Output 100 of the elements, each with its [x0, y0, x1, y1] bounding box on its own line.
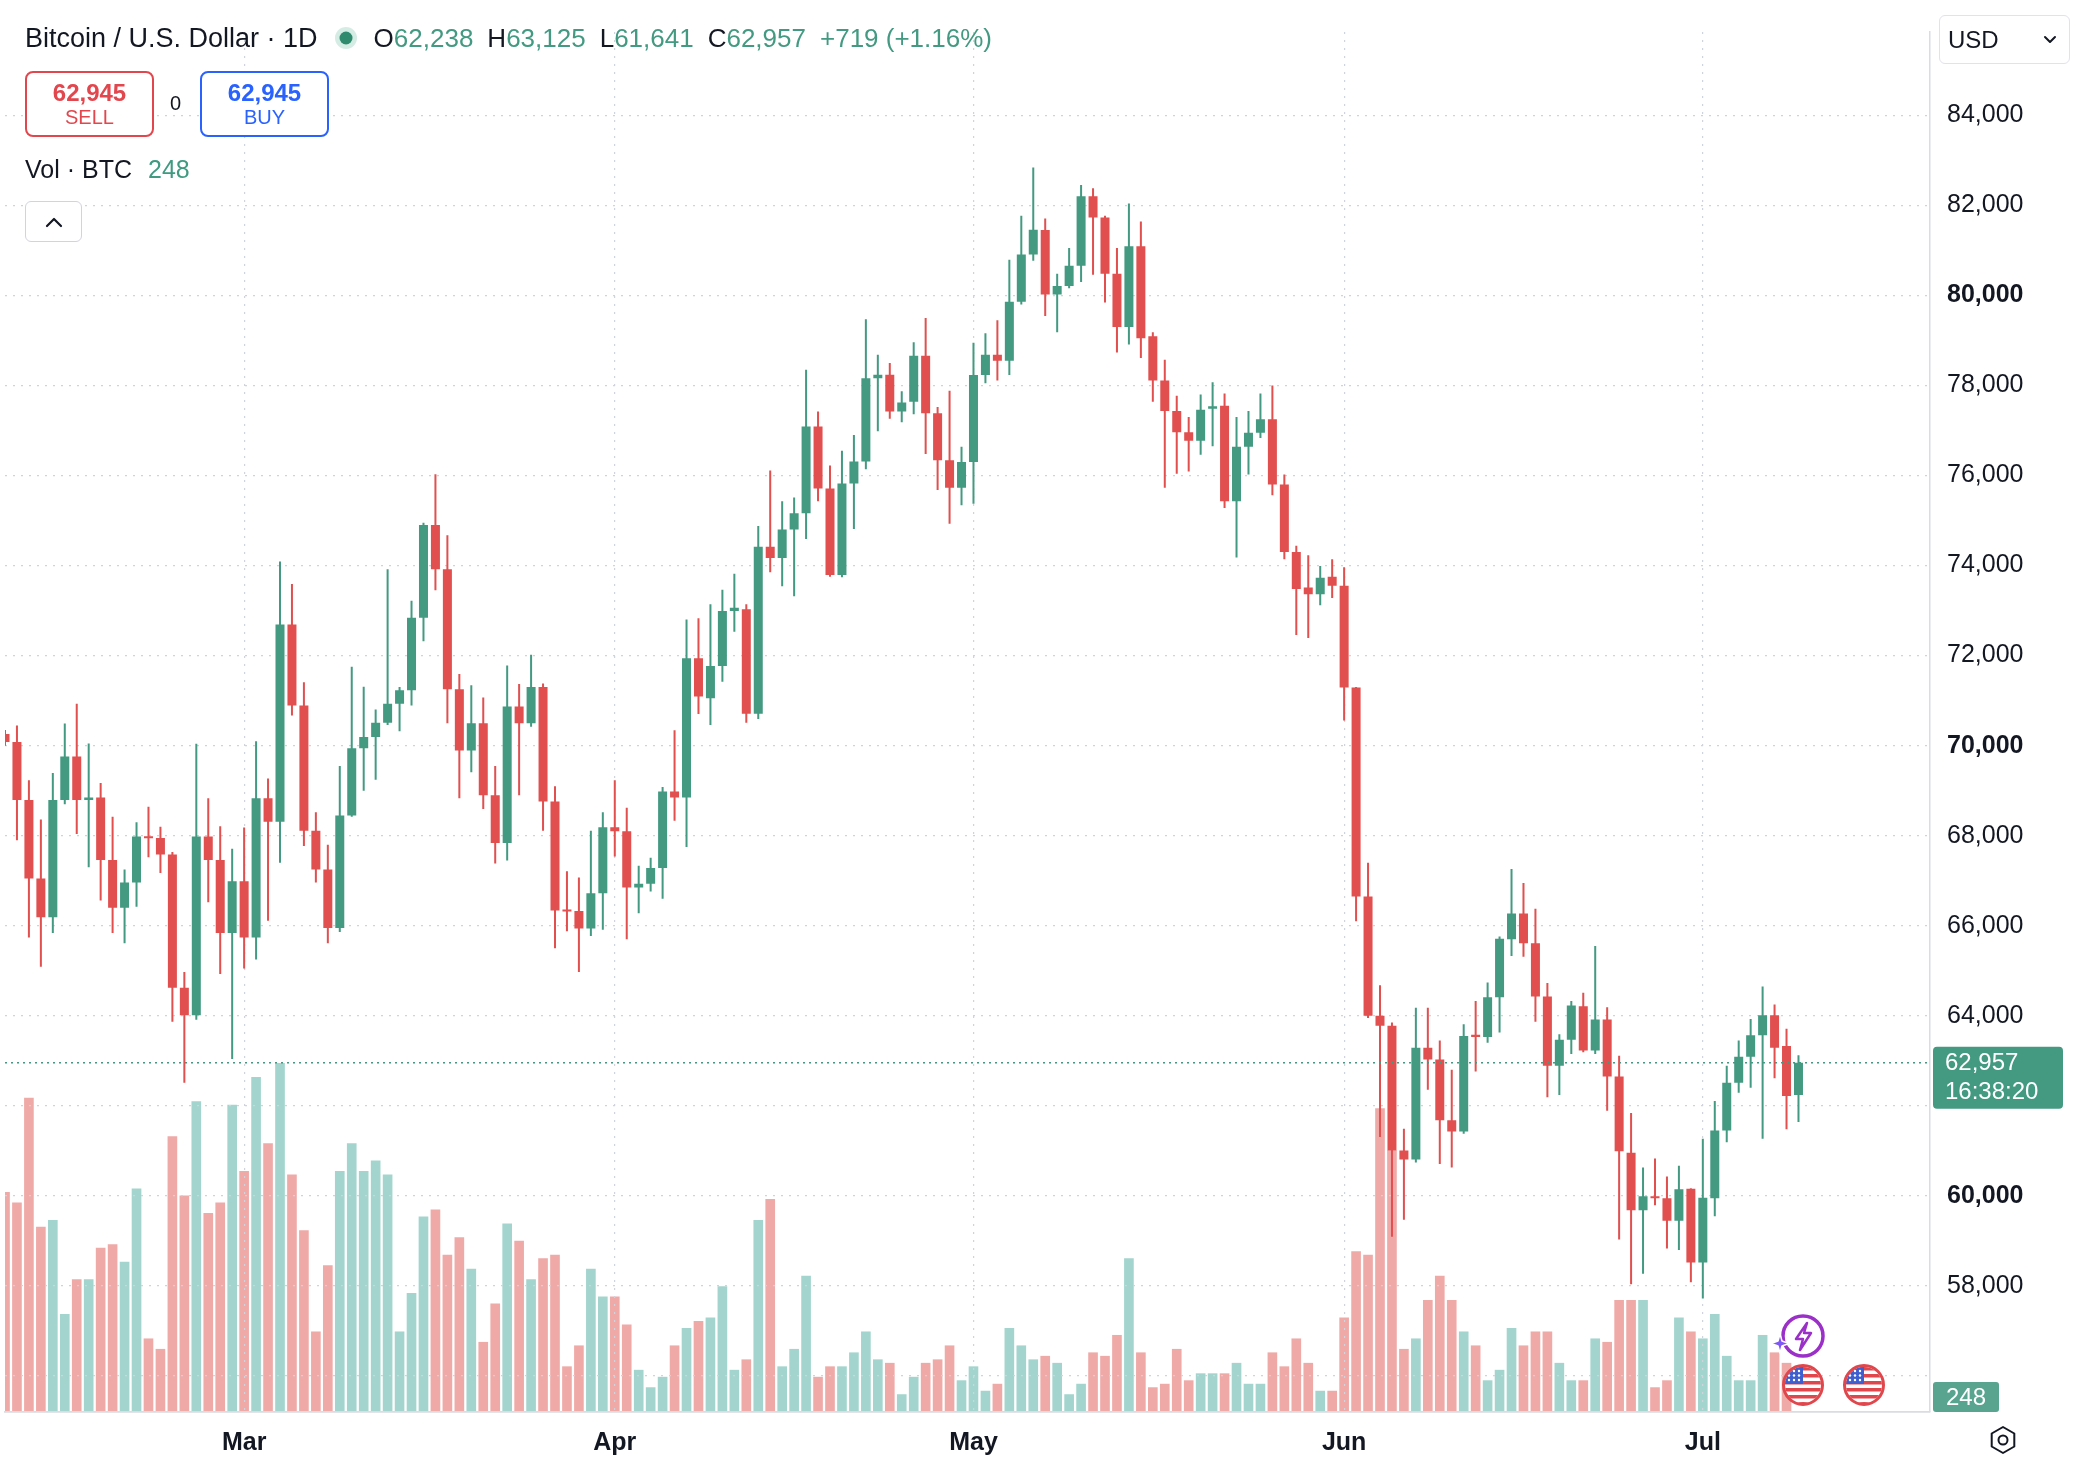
bar [1219, 1373, 1230, 1412]
candlestick [789, 497, 799, 597]
candlestick [634, 865, 644, 914]
bar [669, 1345, 680, 1412]
currency-dropdown: USD [1939, 15, 2070, 64]
candlestick [729, 573, 739, 632]
x-tick-label: Mar [221, 1426, 267, 1455]
bar [753, 1219, 764, 1412]
bar [705, 1317, 716, 1412]
bar [609, 1296, 620, 1412]
candlestick [562, 871, 572, 932]
bar [681, 1327, 692, 1412]
bar [645, 1387, 656, 1412]
annotation: 0 [170, 92, 182, 115]
bar [944, 1345, 955, 1412]
bar [801, 1275, 811, 1412]
bar [1506, 1327, 1517, 1412]
bar [1100, 1355, 1110, 1412]
bar [1470, 1345, 1481, 1412]
x-tick-label: Jul [1684, 1426, 1721, 1455]
bar [1064, 1394, 1074, 1412]
bar [813, 1376, 823, 1412]
bar [765, 1198, 776, 1412]
bar [1446, 1300, 1457, 1412]
bar [1757, 1334, 1768, 1412]
bar [693, 1321, 704, 1412]
bar [382, 1174, 393, 1412]
x-tick-label: Jun [1321, 1426, 1367, 1455]
bar [1267, 1352, 1278, 1412]
bar [59, 1314, 70, 1412]
bar [1028, 1359, 1039, 1412]
bar [71, 1279, 82, 1412]
bar [227, 1104, 237, 1412]
candlestick [263, 778, 273, 921]
bar [1494, 1369, 1505, 1412]
bar [1136, 1352, 1146, 1412]
bar [837, 1366, 847, 1412]
bar [586, 1268, 596, 1412]
bar [657, 1376, 668, 1412]
bar [1530, 1331, 1541, 1412]
bar [873, 1359, 883, 1412]
bar [48, 1219, 58, 1412]
bar [1686, 1331, 1696, 1412]
bar [406, 1293, 417, 1412]
y-tick-label: 76,000 [1947, 459, 2024, 488]
annotation: +719 (+1.16%) [819, 22, 992, 54]
bar [131, 1188, 142, 1412]
bar [454, 1237, 465, 1412]
candlestick [1399, 1128, 1409, 1220]
bar [502, 1223, 512, 1412]
bar [418, 1216, 429, 1412]
candlestick [873, 354, 883, 432]
bar [717, 1286, 728, 1412]
bar [239, 1171, 249, 1412]
bar [1207, 1373, 1218, 1412]
annotation: C62,957 [707, 22, 806, 53]
bar [861, 1331, 871, 1412]
bar [323, 1265, 333, 1412]
candlestick [945, 390, 955, 524]
bar [621, 1324, 632, 1412]
bar [358, 1171, 369, 1412]
bar [1016, 1345, 1027, 1412]
y-tick-label: 84,000 [1947, 99, 2024, 128]
bar [107, 1244, 118, 1412]
bar [1291, 1338, 1302, 1412]
bar [394, 1331, 405, 1412]
y-tick-label: 82,000 [1947, 189, 2024, 218]
candlestick [1471, 1000, 1481, 1072]
bar [1159, 1383, 1170, 1412]
y-tick-label: 68,000 [1947, 819, 2024, 848]
candlestick [1638, 1167, 1648, 1274]
bar [1387, 1150, 1397, 1412]
bar [1124, 1258, 1134, 1412]
annotation: 248 [147, 155, 190, 184]
bar [251, 1076, 261, 1412]
bar [1638, 1300, 1648, 1412]
bar [956, 1380, 967, 1412]
buy-button: 62,945 BUY [200, 71, 329, 137]
candlestick [514, 683, 524, 796]
bar [155, 1348, 166, 1412]
bar [346, 1143, 357, 1412]
bar [311, 1331, 321, 1412]
bar [275, 1062, 285, 1412]
bar [1303, 1362, 1314, 1412]
annotation: SELL [65, 106, 114, 129]
bar [299, 1230, 309, 1412]
candlestick [992, 320, 1002, 381]
candlestick [359, 686, 369, 791]
annotation: 62,945 [52, 78, 127, 107]
y-tick-label: 72,000 [1947, 639, 2024, 668]
bar [466, 1268, 477, 1412]
bar [550, 1254, 560, 1412]
bar [920, 1362, 931, 1412]
bar [777, 1366, 787, 1412]
bar [203, 1212, 214, 1412]
bar [1578, 1380, 1589, 1412]
candlestick [610, 780, 620, 857]
bar [36, 1226, 46, 1412]
bar [1721, 1355, 1732, 1412]
y-tick-label: 70,000 [1947, 729, 2024, 758]
